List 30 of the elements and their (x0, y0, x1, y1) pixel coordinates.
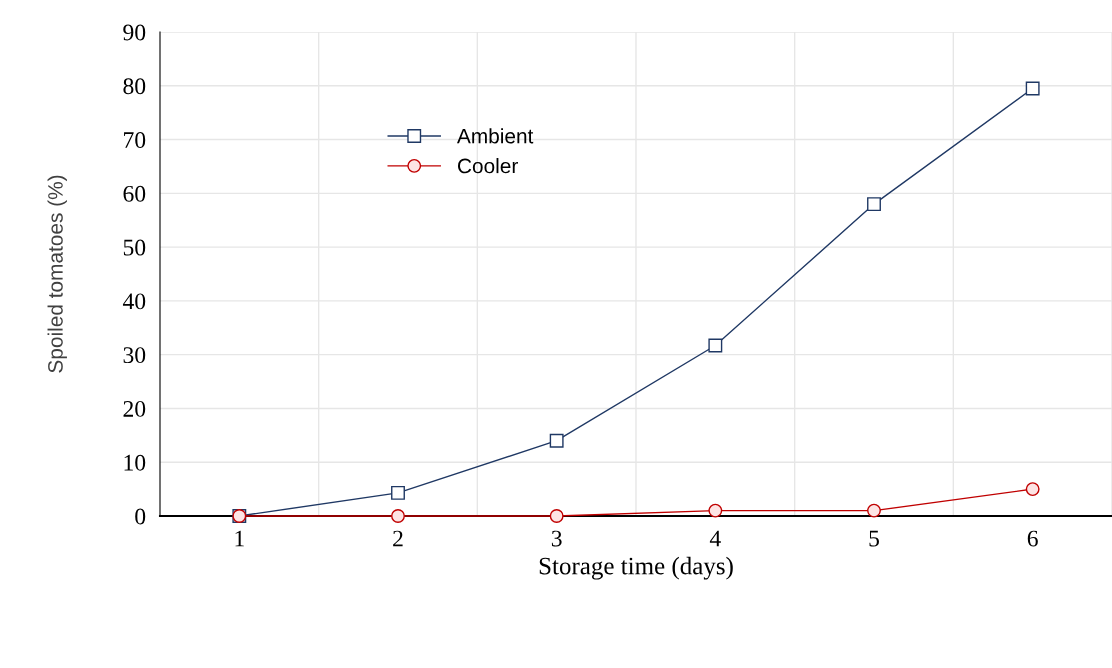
point (549, 509, 564, 523)
point (549, 433, 564, 448)
y-axis-title: Spoiled tomatoes (%) (47, 175, 67, 373)
x-axis-title: Storage time (days) (539, 556, 733, 580)
x-tick-label: 6 (1027, 530, 1038, 547)
legend-label: Cooler (458, 158, 518, 174)
y-tick-label: 10 (124, 454, 146, 471)
point (867, 503, 881, 518)
y-tick-label: 60 (123, 185, 146, 202)
point (708, 338, 723, 353)
y-tick-label: 80 (123, 78, 146, 95)
legend-label: Ambient (456, 128, 534, 144)
x-tick-label: 5 (869, 530, 879, 547)
y-tick-label: 90 (123, 24, 146, 41)
x-tick-label: 4 (709, 530, 721, 547)
point (1025, 482, 1040, 497)
x-tick-label: 2 (393, 530, 403, 547)
point (867, 197, 881, 212)
x-tick-label: 1 (235, 530, 244, 547)
y-tick-label: 30 (123, 347, 146, 364)
point (1025, 81, 1040, 96)
y-tick-label: 0 (135, 508, 146, 525)
y-tick-label: 50 (123, 239, 146, 256)
point (708, 503, 723, 518)
y-tick-label: 40 (122, 293, 146, 310)
y-tick-label: 70 (124, 132, 146, 148)
x-tick-label: 3 (551, 530, 562, 547)
point (391, 485, 405, 500)
y-tick-label: 20 (123, 400, 146, 417)
point (391, 509, 405, 523)
